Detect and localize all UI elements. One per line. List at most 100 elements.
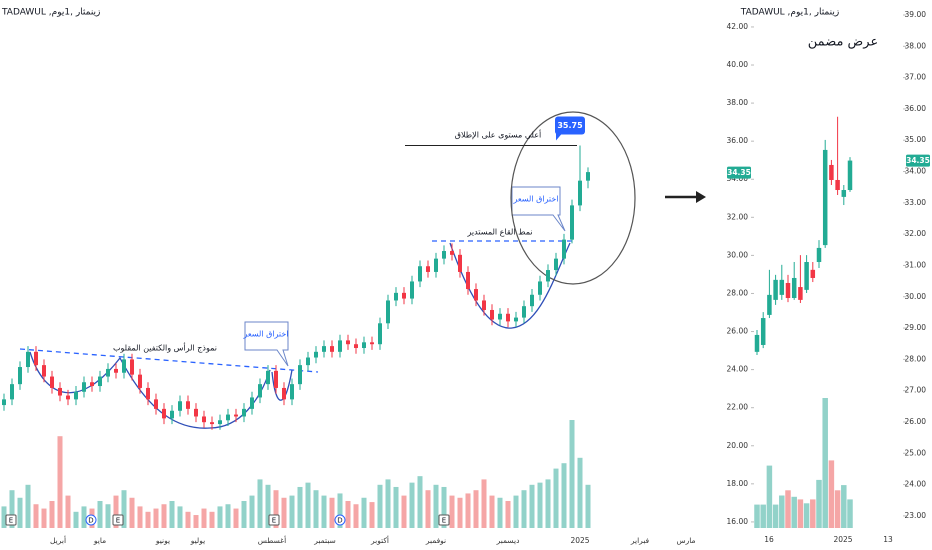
volume-bar bbox=[473, 490, 479, 528]
candle-body bbox=[410, 281, 414, 299]
candle-body bbox=[122, 359, 126, 373]
candle-body bbox=[106, 368, 110, 377]
price-tag-label: 35.75 bbox=[557, 121, 583, 130]
candle-body bbox=[322, 346, 326, 352]
volume-bar bbox=[537, 482, 543, 528]
volume-bar bbox=[233, 508, 239, 528]
volume-bar bbox=[209, 511, 215, 528]
candle-body bbox=[490, 309, 494, 320]
y2-tick-label: 23.00 bbox=[905, 511, 927, 520]
volume-bar bbox=[772, 504, 779, 528]
x-tick-label: مارس bbox=[676, 536, 695, 545]
volume-bar bbox=[249, 495, 255, 528]
volume-bar bbox=[217, 506, 223, 528]
volume-bar bbox=[289, 495, 295, 528]
x-tick-label: 2025 bbox=[833, 535, 852, 544]
y2-tick-label: 31.00 bbox=[905, 260, 927, 269]
x-tick-label: فبراير bbox=[630, 536, 650, 545]
candle-body bbox=[226, 414, 230, 421]
y2-tick-label: 32.00 bbox=[905, 229, 927, 238]
volume-bar bbox=[828, 460, 835, 528]
candle-body bbox=[346, 340, 350, 345]
volume-bar bbox=[441, 486, 447, 528]
candle-body bbox=[442, 251, 446, 259]
candle-body bbox=[162, 408, 166, 419]
volume-bar bbox=[481, 479, 487, 528]
last-price-label: 34.35 bbox=[727, 168, 751, 177]
highlight-circle bbox=[510, 111, 636, 285]
volume-bar bbox=[785, 490, 791, 528]
volume-bar bbox=[497, 497, 503, 528]
candle-body bbox=[466, 271, 470, 290]
volume-bar bbox=[169, 501, 175, 528]
y-tick-label: 32.00 bbox=[727, 212, 749, 221]
candle-body bbox=[98, 376, 102, 387]
volume-bar bbox=[337, 493, 343, 528]
volume-bar bbox=[545, 479, 551, 528]
candle-body bbox=[586, 172, 590, 181]
y2-tick-label: 25.00 bbox=[905, 448, 927, 457]
volume-bar bbox=[193, 515, 199, 528]
volume-bar bbox=[241, 501, 247, 528]
x-tick-label: ديسمبر bbox=[496, 536, 520, 545]
candle-body bbox=[538, 281, 542, 295]
volume-bar bbox=[489, 495, 495, 528]
candle-body bbox=[154, 399, 158, 409]
volume-bar bbox=[585, 484, 591, 528]
volume-bar bbox=[73, 511, 79, 528]
candle-body bbox=[194, 408, 198, 417]
volume-bar bbox=[841, 485, 847, 528]
volume-bar bbox=[569, 420, 575, 528]
handle-curve bbox=[271, 369, 293, 401]
candle-body bbox=[34, 351, 38, 366]
volume-bar bbox=[297, 486, 303, 528]
y-tick-label: 24.00 bbox=[727, 365, 749, 374]
candle-body bbox=[426, 266, 430, 272]
volume-bar bbox=[449, 495, 455, 528]
volume-bar bbox=[457, 497, 463, 528]
last-price-tag bbox=[727, 166, 751, 179]
volume-bar bbox=[305, 482, 311, 528]
volume-bar bbox=[847, 499, 853, 528]
candle-body bbox=[298, 365, 302, 385]
volume-bar bbox=[265, 484, 271, 528]
event-label: E bbox=[116, 517, 120, 525]
y2-tick-label: 24.00 bbox=[905, 480, 927, 489]
candle-body bbox=[114, 368, 118, 373]
candle-body bbox=[578, 180, 582, 206]
volume-bar bbox=[760, 504, 766, 528]
x-tick-label: يونيو bbox=[155, 536, 170, 545]
volume-bar bbox=[161, 504, 167, 528]
volume-bar bbox=[361, 497, 367, 528]
volume-bar bbox=[113, 495, 119, 528]
candle-body bbox=[434, 258, 438, 272]
y-tick-label: 22.00 bbox=[727, 403, 749, 412]
volume-bar bbox=[81, 506, 87, 528]
volume-bar bbox=[401, 495, 407, 528]
candle-body bbox=[306, 357, 310, 366]
volume-bar bbox=[33, 504, 39, 528]
volume-bar bbox=[791, 496, 797, 528]
event-marker bbox=[334, 514, 346, 526]
volume-bar bbox=[369, 502, 375, 528]
candle-body bbox=[418, 266, 422, 282]
volume-bar bbox=[329, 497, 335, 528]
candle-body bbox=[829, 164, 834, 180]
candle-body bbox=[258, 384, 262, 398]
candle-body bbox=[816, 247, 822, 263]
y2-tick-label: 27.00 bbox=[905, 386, 927, 395]
candle-body bbox=[546, 270, 550, 282]
candle-body bbox=[178, 401, 182, 411]
candle-body bbox=[482, 300, 486, 310]
candle-body bbox=[338, 340, 342, 352]
candle-body bbox=[210, 422, 214, 425]
volume-bar bbox=[105, 504, 111, 528]
y2-tick-label: 39.00 bbox=[905, 10, 927, 19]
volume-bar bbox=[345, 501, 351, 528]
volume-bar bbox=[201, 508, 207, 528]
volume-bar bbox=[25, 484, 31, 528]
candle-body bbox=[785, 282, 791, 299]
candle-body bbox=[66, 395, 70, 400]
x-tick-label: 16 bbox=[764, 535, 774, 544]
